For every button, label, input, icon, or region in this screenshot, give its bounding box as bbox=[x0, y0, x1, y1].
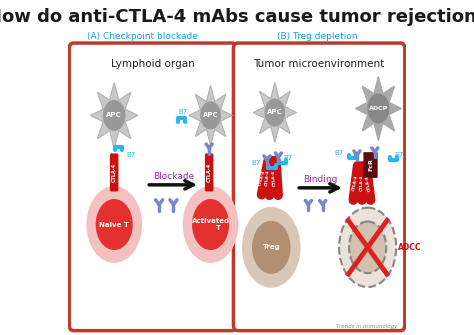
Polygon shape bbox=[356, 77, 401, 140]
Circle shape bbox=[349, 221, 386, 273]
Text: B7: B7 bbox=[178, 110, 188, 116]
Text: CTLA-4: CTLA-4 bbox=[265, 170, 270, 186]
Text: B7: B7 bbox=[335, 150, 344, 156]
Text: CTLA-4: CTLA-4 bbox=[112, 163, 117, 182]
Text: Treg: Treg bbox=[263, 244, 280, 250]
Text: B7: B7 bbox=[127, 152, 136, 158]
Text: B7: B7 bbox=[251, 160, 261, 166]
FancyBboxPatch shape bbox=[110, 154, 118, 191]
Text: ADCC: ADCC bbox=[398, 243, 421, 252]
Text: Activated
      T: Activated T bbox=[191, 218, 229, 231]
FancyBboxPatch shape bbox=[69, 43, 236, 331]
Circle shape bbox=[368, 94, 389, 123]
Text: ADCP: ADCP bbox=[369, 106, 388, 111]
Circle shape bbox=[87, 187, 141, 262]
FancyBboxPatch shape bbox=[206, 154, 213, 191]
Text: FcR: FcR bbox=[368, 158, 373, 172]
Text: B7: B7 bbox=[395, 152, 404, 158]
Text: Trends in Immunology: Trends in Immunology bbox=[336, 324, 398, 329]
Circle shape bbox=[104, 101, 125, 130]
Text: APC: APC bbox=[106, 113, 122, 119]
Text: How do anti-CTLA-4 mAbs cause tumor rejection?: How do anti-CTLA-4 mAbs cause tumor reje… bbox=[0, 8, 474, 26]
Text: Lymphoid organ: Lymphoid organ bbox=[111, 59, 195, 69]
Text: Binding: Binding bbox=[303, 176, 338, 184]
Polygon shape bbox=[254, 83, 296, 142]
Circle shape bbox=[96, 200, 132, 249]
FancyBboxPatch shape bbox=[364, 152, 378, 178]
Text: CTLA-4: CTLA-4 bbox=[360, 175, 364, 191]
Circle shape bbox=[339, 208, 396, 287]
Text: CTLA-4: CTLA-4 bbox=[207, 163, 212, 182]
Text: Tumor microenvironment: Tumor microenvironment bbox=[254, 59, 385, 69]
Text: (B) Treg depletion: (B) Treg depletion bbox=[277, 31, 358, 41]
Polygon shape bbox=[91, 83, 138, 148]
Text: APC: APC bbox=[267, 110, 283, 116]
Polygon shape bbox=[189, 86, 232, 145]
Text: Naïve T: Naïve T bbox=[99, 221, 129, 227]
Text: B7: B7 bbox=[283, 155, 292, 161]
Circle shape bbox=[265, 99, 284, 126]
FancyBboxPatch shape bbox=[233, 43, 405, 331]
Text: (A) Checkpoint blockade: (A) Checkpoint blockade bbox=[87, 31, 198, 41]
Text: Blockade: Blockade bbox=[153, 173, 194, 182]
Circle shape bbox=[243, 208, 300, 287]
Circle shape bbox=[183, 187, 238, 262]
Text: CTLA-4: CTLA-4 bbox=[258, 170, 266, 186]
Text: APC: APC bbox=[203, 113, 219, 119]
Text: CTLA-4: CTLA-4 bbox=[352, 175, 359, 191]
Circle shape bbox=[253, 221, 290, 273]
Text: CTLA-4: CTLA-4 bbox=[365, 175, 372, 191]
Text: CTLA-4: CTLA-4 bbox=[272, 170, 277, 186]
Circle shape bbox=[193, 200, 228, 249]
Circle shape bbox=[201, 102, 220, 129]
